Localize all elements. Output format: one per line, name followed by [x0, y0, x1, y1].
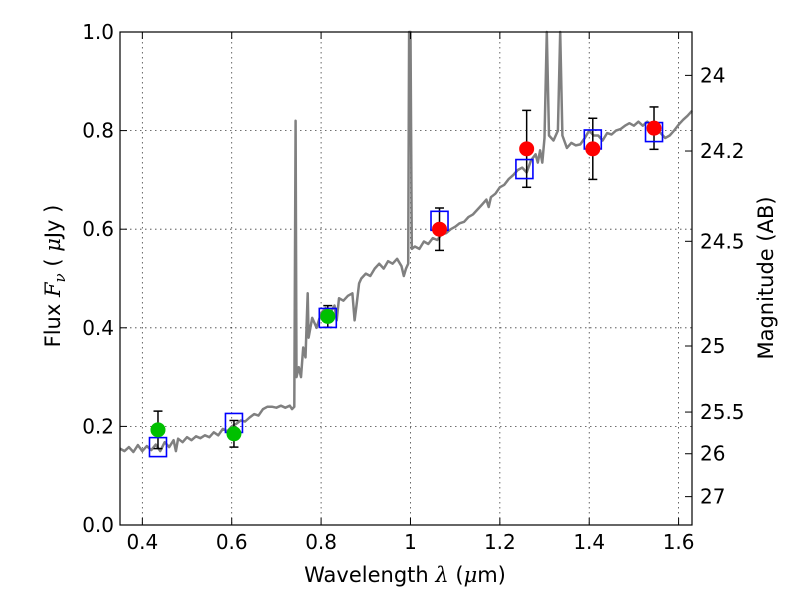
- y2-tick-label: 27: [700, 485, 725, 509]
- y2-tick-label: 26: [700, 442, 725, 466]
- y2-tick-label: 24.5: [700, 229, 745, 253]
- model-photometry-square: [515, 158, 534, 180]
- x-tick-label: 1.6: [663, 530, 695, 554]
- y2-tick-label: 24: [700, 63, 725, 87]
- y-tick-label: 0.8: [82, 119, 114, 143]
- green-photometry-point: [226, 426, 242, 442]
- y-tick-label: 0.6: [82, 217, 114, 241]
- red-photometry-point: [585, 141, 601, 157]
- x-axis-title: Wavelength λ (μm): [304, 563, 506, 587]
- y-tick-label: 0.2: [82, 414, 114, 438]
- y-tick-label: 1.0: [82, 20, 114, 44]
- y-axis-title: Flux Fν ( μJy ): [41, 205, 69, 348]
- y2-tick-label: 25.5: [700, 400, 745, 424]
- model-photometry-square: [318, 307, 338, 329]
- y2-axis-title: Magnitude (AB): [754, 196, 778, 359]
- y-tick-label: 0.4: [82, 316, 114, 340]
- x-tick-label: 1: [404, 530, 417, 554]
- red-photometry-point: [646, 120, 662, 136]
- green-photometry-point: [150, 422, 166, 438]
- y-tick-label: 0.0: [82, 513, 114, 537]
- tick-labels: 0.4 0.6 0.8 1 1.2 1.4 1.6 0.0 0.2 0.4 0.6 0.8 1.0 24 2…: [82, 20, 744, 554]
- model-photometry-square: [148, 436, 168, 458]
- grid: [120, 32, 692, 525]
- y2-tick-label: 25: [700, 334, 725, 358]
- red-photometry-point: [432, 221, 448, 237]
- x-tick-label: 0.4: [126, 530, 158, 554]
- red-photometry-point: [519, 141, 535, 157]
- x-tick-label: 1.4: [573, 530, 605, 554]
- x-tick-label: 1.2: [484, 530, 516, 554]
- y2-tick-label: 24.2: [700, 139, 745, 163]
- ticks: [120, 31, 692, 526]
- green-photometry-point: [320, 308, 336, 324]
- x-tick-label: 0.8: [305, 530, 337, 554]
- point-layer: [150, 120, 662, 442]
- plot-frame: [119, 31, 693, 526]
- x-tick-label: 0.6: [216, 530, 248, 554]
